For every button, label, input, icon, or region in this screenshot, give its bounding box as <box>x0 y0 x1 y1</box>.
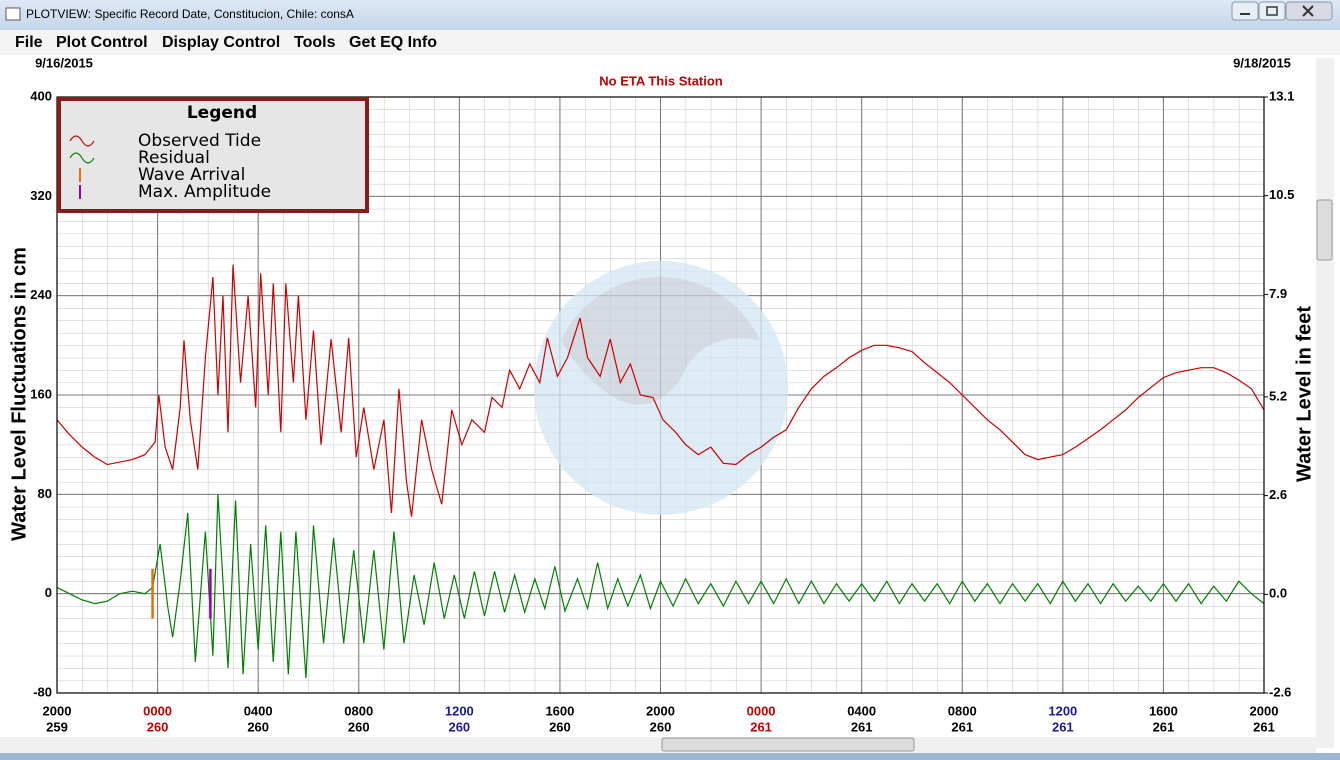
menu-bar <box>0 30 1340 55</box>
y-tick-label: 320 <box>30 188 52 203</box>
legend-label: Residual <box>138 148 210 168</box>
x-tick-label: 0400 <box>244 703 273 718</box>
x-tick-day: 261 <box>951 719 973 734</box>
window-title: PLOTVIEW: Specific Record Date, Constitu… <box>26 7 354 21</box>
x-tick-day: 261 <box>1052 719 1074 734</box>
x-tick-day: 260 <box>650 719 672 734</box>
y2-tick-label: 5.2 <box>1269 388 1287 403</box>
x-tick-label: 1600 <box>1149 703 1178 718</box>
menu-item[interactable]: Plot Control <box>56 34 148 51</box>
y2-tick-label: 2.6 <box>1269 487 1287 502</box>
x-tick-day: 261 <box>750 719 772 734</box>
x-tick-label: 2000 <box>43 703 72 718</box>
title-bar <box>0 0 1340 30</box>
y-tick-label: 400 <box>30 88 52 103</box>
x-tick-label: 1200 <box>445 703 474 718</box>
watermark-bird <box>561 276 760 405</box>
vertical-scroll-thumb[interactable] <box>1316 199 1333 261</box>
y2-tick-label: 13.1 <box>1269 88 1294 103</box>
vertical-scrollbar[interactable] <box>1316 58 1334 748</box>
subtitle: No ETA This Station <box>599 73 723 88</box>
x-tick-day: 260 <box>448 719 470 734</box>
window-controls[interactable] <box>1231 1 1333 21</box>
maximize-button[interactable] <box>1258 1 1286 21</box>
x-tick-day: 261 <box>1153 719 1175 734</box>
y-tick-label: 160 <box>30 386 52 401</box>
y2-tick-label: -2.6 <box>1269 684 1291 699</box>
x-tick-day: 260 <box>348 719 370 734</box>
x-tick-label: 2000 <box>1250 703 1279 718</box>
y2-axis-title: Water Level in feet <box>1293 306 1315 482</box>
x-tick-day: 259 <box>46 719 68 734</box>
x-tick-label: 0800 <box>948 703 977 718</box>
legend-swatch <box>69 135 95 147</box>
series-line <box>56 494 1265 679</box>
menu-item[interactable]: Get EQ Info <box>349 34 437 51</box>
end-date: 9/18/2015 <box>1233 55 1291 70</box>
y-tick-label: 80 <box>38 486 52 501</box>
maximize-icon <box>1266 6 1278 16</box>
series-line <box>56 264 1265 517</box>
y-tick-label: 0 <box>45 585 52 600</box>
horizontal-scroll-thumb[interactable] <box>661 737 915 752</box>
x-tick-label: 1600 <box>545 703 574 718</box>
legend-box <box>57 97 369 213</box>
y2-tick-label: 0.0 <box>1269 586 1287 601</box>
x-tick-label: 0000 <box>747 703 776 718</box>
legend-title: Legend <box>187 103 257 123</box>
y2-tick-label: 7.9 <box>1269 286 1287 301</box>
x-tick-day: 260 <box>549 719 571 734</box>
watermark <box>534 261 788 515</box>
x-tick-label: 0400 <box>847 703 876 718</box>
x-tick-day: 260 <box>247 719 269 734</box>
legend-label: Observed Tide <box>138 131 261 151</box>
start-date: 9/16/2015 <box>35 55 93 70</box>
menu-item[interactable]: Display Control <box>162 34 280 51</box>
legend-label: Max. Amplitude <box>138 182 271 202</box>
app-icon <box>5 7 21 21</box>
y2-tick-label: 10.5 <box>1269 187 1294 202</box>
y-tick-label: 240 <box>30 287 52 302</box>
horizontal-scrollbar[interactable] <box>0 737 1316 753</box>
window-border <box>0 753 1340 760</box>
x-tick-label: 0800 <box>344 703 373 718</box>
x-tick-label: 1200 <box>1048 703 1077 718</box>
x-tick-label: 0000 <box>143 703 172 718</box>
y-tick-label: -80 <box>33 684 52 699</box>
legend-label: Wave Arrival <box>138 165 245 185</box>
close-icon <box>1302 5 1314 17</box>
x-tick-day: 261 <box>851 719 873 734</box>
menu-item[interactable]: Tools <box>294 34 336 51</box>
menu-item[interactable]: File <box>15 34 43 51</box>
plot-frame <box>56 96 1265 694</box>
y-axis-title: Water Level Fluctuations in cm <box>8 247 30 541</box>
x-tick-day: 261 <box>1253 719 1275 734</box>
plot <box>56 264 1265 679</box>
minimize-button[interactable] <box>1231 1 1259 21</box>
x-tick-label: 2000 <box>646 703 675 718</box>
x-tick-day: 260 <box>147 719 169 734</box>
legend-swatch <box>69 152 95 164</box>
